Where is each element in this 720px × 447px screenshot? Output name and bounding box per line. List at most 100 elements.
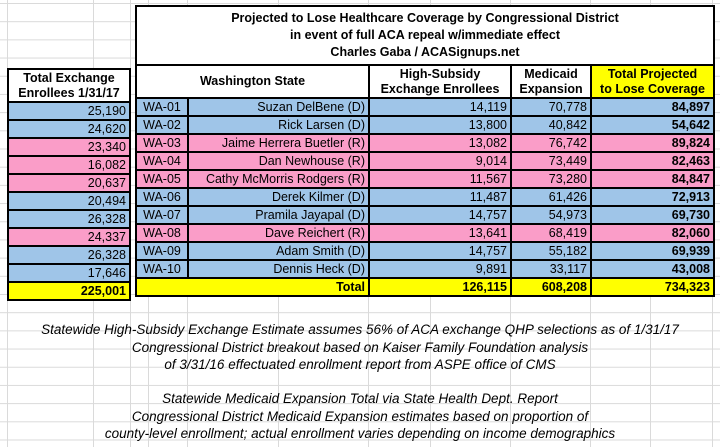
district-cell: WA-06 <box>135 187 189 207</box>
rep-cell: Cathy McMorris Rodgers (R) <box>187 169 370 189</box>
district-cell: WA-02 <box>135 115 189 135</box>
table-row: 26,328 <box>7 245 131 265</box>
total-cell: 82,060 <box>590 223 715 243</box>
rep-cell: Derek Kilmer (D) <box>187 187 370 207</box>
enrollees-cell: 24,337 <box>7 227 131 247</box>
medicaid-cell: 76,742 <box>510 133 592 153</box>
district-cell: WA-01 <box>135 97 189 117</box>
exchange-header-line2: Exchange Enrollees <box>380 81 500 96</box>
left-header-line1: Total Exchange <box>23 70 115 85</box>
exchange-cell: 11,487 <box>368 187 512 207</box>
rep-cell: Rick Larsen (D) <box>187 115 370 135</box>
total-column-header: Total Projected to Lose Coverage <box>590 64 715 99</box>
title-row: Projected to Lose Healthcare Coverage by… <box>135 5 715 66</box>
exchange-total-cell: 126,115 <box>368 277 512 297</box>
rep-cell: Pramila Jayapal (D) <box>187 205 370 225</box>
total-cell: 72,913 <box>590 187 715 207</box>
district-cell: WA-09 <box>135 241 189 261</box>
enrollees-cell: 20,637 <box>7 173 131 193</box>
table-row: 16,082 <box>7 155 131 175</box>
left-total-row: 225,001 <box>7 281 131 301</box>
district-row: WA-09 Adam Smith (D) 14,757 55,182 69,93… <box>135 241 715 261</box>
medicaid-total-cell: 608,208 <box>510 277 592 297</box>
grand-total-cell: 734,323 <box>590 277 715 297</box>
total-header-line2: to Lose Coverage <box>600 81 705 96</box>
exchange-cell: 9,891 <box>368 259 512 279</box>
district-row: WA-04 Dan Newhouse (R) 9,014 73,449 82,4… <box>135 151 715 171</box>
table-row: 20,494 <box>7 191 131 211</box>
exchange-footnote: Statewide High-Subsidy Exchange Estimate… <box>0 321 720 374</box>
exchange-cell: 14,757 <box>368 205 512 225</box>
total-cell: 84,897 <box>590 97 715 117</box>
total-header-line1: Total Projected <box>607 66 698 81</box>
medicaid-cell: 61,426 <box>510 187 592 207</box>
medicaid-cell: 73,280 <box>510 169 592 189</box>
title-line1: Projected to Lose Healthcare Coverage by… <box>231 11 619 25</box>
exchange-cell: 11,567 <box>368 169 512 189</box>
coverage-loss-table: Projected to Lose Healthcare Coverage by… <box>135 5 715 297</box>
rep-cell: Dan Newhouse (R) <box>187 151 370 171</box>
district-row: WA-07 Pramila Jayapal (D) 14,757 54,973 … <box>135 205 715 225</box>
table-row: 25,190 <box>7 101 131 121</box>
left-total-cell: 225,001 <box>7 281 131 301</box>
exchange-cell: 13,641 <box>368 223 512 243</box>
left-header-line2: Enrollees 1/31/17 <box>18 85 120 100</box>
medicaid-header-line1: Medicaid <box>524 66 578 81</box>
table-row: 24,337 <box>7 227 131 247</box>
district-cell: WA-05 <box>135 169 189 189</box>
district-row: WA-01 Suzan DelBene (D) 14,119 70,778 84… <box>135 97 715 117</box>
medicaid-footnote-line1: Statewide Medicaid Expansion Total via S… <box>162 391 558 406</box>
total-cell: 69,939 <box>590 241 715 261</box>
medicaid-footnote-line2: Congressional District Medicaid Expansio… <box>131 408 589 424</box>
enrollees-cell: 24,620 <box>7 119 131 139</box>
total-cell: 84,847 <box>590 169 715 189</box>
enrollees-cell: 20,494 <box>7 191 131 211</box>
district-cell: WA-03 <box>135 133 189 153</box>
table-title: Projected to Lose Healthcare Coverage by… <box>135 5 715 66</box>
grand-total-row: Total 126,115 608,208 734,323 <box>135 277 715 297</box>
total-label-cell: Total <box>135 277 370 297</box>
medicaid-footnote-line3: county-level enrollment; actual enrollme… <box>104 426 616 442</box>
medicaid-cell: 55,182 <box>510 241 592 261</box>
exchange-cell: 14,757 <box>368 241 512 261</box>
exchange-footnote-line1: Statewide High-Subsidy Exchange Estimate… <box>41 322 679 337</box>
medicaid-column-header: Medicaid Expansion <box>510 64 592 99</box>
table-header-row: Total Exchange Enrollees 1/31/17 <box>7 68 131 103</box>
enrollees-cell: 26,328 <box>7 209 131 229</box>
exchange-header-line1: High-Subsidy <box>399 66 481 81</box>
enrollees-cell: 23,340 <box>7 137 131 157</box>
medicaid-header-line2: Expansion <box>519 81 583 96</box>
district-cell: WA-10 <box>135 259 189 279</box>
district-row: WA-05 Cathy McMorris Rodgers (R) 11,567 … <box>135 169 715 189</box>
district-row: WA-02 Rick Larsen (D) 13,800 40,842 54,6… <box>135 115 715 135</box>
medicaid-cell: 40,842 <box>510 115 592 135</box>
total-cell: 69,730 <box>590 205 715 225</box>
district-cell: WA-08 <box>135 223 189 243</box>
district-row: WA-08 Dave Reichert (R) 13,641 68,419 82… <box>135 223 715 243</box>
exchange-cell: 14,119 <box>368 97 512 117</box>
district-row: WA-03 Jaime Herrera Buetler (R) 13,082 7… <box>135 133 715 153</box>
exchange-cell: 9,014 <box>368 151 512 171</box>
title-line2: in event of full ACA repeal w/immediate … <box>290 28 560 42</box>
enrollees-cell: 16,082 <box>7 155 131 175</box>
table-row: 17,646 <box>7 263 131 283</box>
title-line3: Charles Gaba / ACASignups.net <box>330 45 520 59</box>
column-header-row: Washington State High-Subsidy Exchange E… <box>135 64 715 99</box>
total-cell: 89,824 <box>590 133 715 153</box>
district-cell: WA-04 <box>135 151 189 171</box>
enrollees-cell: 25,190 <box>7 101 131 121</box>
table-row: 26,328 <box>7 209 131 229</box>
state-header: Washington State <box>135 64 370 99</box>
rep-cell: Suzan DelBene (D) <box>187 97 370 117</box>
medicaid-cell: 73,449 <box>510 151 592 171</box>
medicaid-cell: 68,419 <box>510 223 592 243</box>
rep-cell: Jaime Herrera Buetler (R) <box>187 133 370 153</box>
exchange-cell: 13,082 <box>368 133 512 153</box>
rep-cell: Dennis Heck (D) <box>187 259 370 279</box>
rep-cell: Dave Reichert (R) <box>187 223 370 243</box>
total-cell: 43,008 <box>590 259 715 279</box>
table-row: 23,340 <box>7 137 131 157</box>
total-cell: 82,463 <box>590 151 715 171</box>
enrollees-cell: 17,646 <box>7 263 131 283</box>
